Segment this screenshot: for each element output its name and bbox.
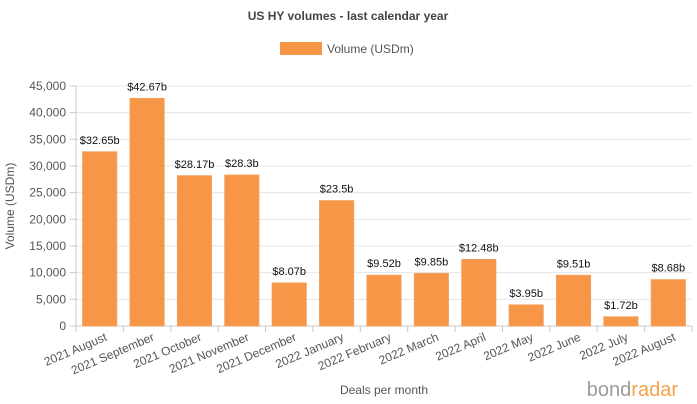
y-tick-label: 45,000 <box>29 79 66 93</box>
logo-part-radar: radar <box>631 379 678 401</box>
bar[interactable] <box>129 97 165 327</box>
data-labels: $32.65b $42.67b $28.17b $28.3b $8.07b $23.5b $… <box>80 81 685 311</box>
legend-label: Volume (USDm) <box>327 42 414 56</box>
data-label: $32.65b <box>80 135 120 147</box>
bar[interactable] <box>271 282 307 327</box>
data-label: $23.5b <box>320 184 354 196</box>
data-label: $12.48b <box>459 242 499 254</box>
data-label: $28.17b <box>175 159 215 171</box>
legend[interactable]: Volume (USDm) <box>280 42 414 56</box>
data-label: $28.3b <box>225 158 259 170</box>
y-tick-label: 10,000 <box>29 266 66 280</box>
data-label: $3.95b <box>509 288 543 300</box>
x-axis-title: Deals per month <box>340 383 428 397</box>
bar[interactable] <box>413 272 449 327</box>
data-label: $42.67b <box>127 81 167 93</box>
legend-swatch <box>280 42 322 55</box>
bars <box>82 97 686 327</box>
bar[interactable] <box>224 174 260 327</box>
y-tick-label: 20,000 <box>29 212 66 226</box>
y-axis-ticks: 0 5,000 10,000 15,000 20,000 25,000 30,000 35,0… <box>29 79 66 333</box>
y-tick-label: 35,000 <box>29 132 66 146</box>
bar[interactable] <box>319 200 355 327</box>
y-tick-label: 30,000 <box>29 159 66 173</box>
y-axis-title: Volume (USDm) <box>3 163 17 250</box>
bar[interactable] <box>508 304 544 327</box>
bar[interactable] <box>555 274 592 327</box>
svg-text:bondradar: bondradar <box>587 379 679 401</box>
data-label: $9.52b <box>367 258 401 270</box>
bar[interactable] <box>603 316 639 327</box>
data-label: $1.72b <box>604 300 638 312</box>
bar[interactable] <box>366 274 402 327</box>
y-tick-label: 5,000 <box>36 292 66 306</box>
x-tick-label: 2022 June <box>526 330 583 365</box>
bar[interactable] <box>461 258 497 327</box>
bar[interactable] <box>82 151 118 327</box>
data-label: $9.51b <box>557 258 591 270</box>
bondradar-logo: bondradar <box>587 379 679 401</box>
data-label: $9.85b <box>415 256 449 268</box>
y-tick-label: 0 <box>59 319 66 333</box>
y-tick-label: 25,000 <box>29 186 66 200</box>
data-label: $8.68b <box>651 263 685 275</box>
x-tick-label: 2022 April <box>433 330 488 364</box>
chart-title: US HY volumes - last calendar year <box>248 9 449 23</box>
logo-part-bond: bond <box>587 379 632 401</box>
y-tick-label: 15,000 <box>29 239 66 253</box>
bar[interactable] <box>176 175 213 327</box>
x-tick-label: 2022 May <box>481 330 535 363</box>
data-label: $8.07b <box>272 266 306 278</box>
bar[interactable] <box>650 279 686 327</box>
y-tick-label: 40,000 <box>29 106 66 120</box>
